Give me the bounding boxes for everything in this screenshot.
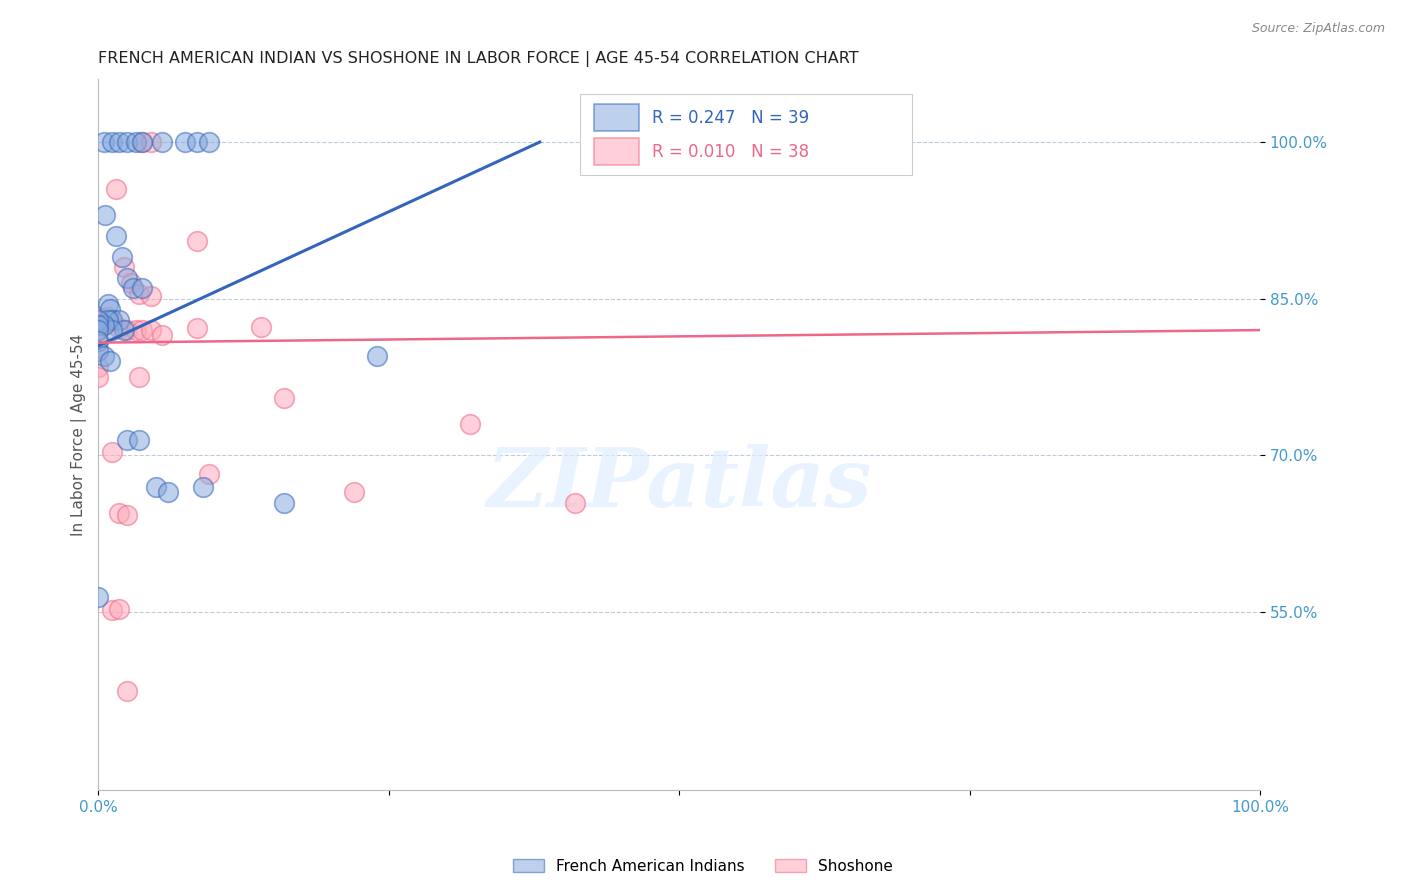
Point [87,370,110,384]
Point [87,323,110,337]
Point [97,312,120,326]
Point [87,310,110,324]
Point [145,480,167,494]
Point [87,318,110,332]
Text: Source: ZipAtlas.com: Source: ZipAtlas.com [1251,22,1385,36]
Point [87,334,110,348]
Point [93,318,115,332]
Point [101,135,124,149]
Point [97,310,120,324]
Point [128,433,150,447]
Point [87,323,110,337]
FancyBboxPatch shape [595,138,638,165]
Y-axis label: In Labor Force | Age 45-54: In Labor Force | Age 45-54 [72,334,87,536]
Point [98,354,121,368]
Point [87,318,110,332]
Point [117,433,139,447]
Point [131,281,153,295]
Point [97,297,120,311]
Point [101,445,124,459]
Point [139,288,162,302]
Point [117,323,139,337]
Point [98,302,121,317]
Point [117,271,139,285]
Point [101,312,124,326]
Point [186,321,208,335]
Point [101,312,124,326]
Point [250,320,273,334]
Point [104,229,127,244]
Point [117,508,139,522]
Point [117,135,139,149]
Point [131,323,153,337]
Point [87,344,110,359]
Point [112,323,135,337]
Point [458,417,481,431]
Point [87,359,110,374]
Text: R = 0.010   N = 38: R = 0.010 N = 38 [652,143,810,161]
Point [343,485,366,500]
Point [120,276,142,290]
Point [150,135,173,149]
Point [366,349,388,363]
Legend: French American Indians, Shoshone: French American Indians, Shoshone [508,853,898,880]
Point [108,312,131,326]
FancyBboxPatch shape [581,94,911,175]
Text: ZIPatlas: ZIPatlas [486,444,872,524]
Point [87,312,110,326]
Point [692,135,714,149]
Point [93,349,115,363]
Point [87,334,110,348]
Point [93,135,115,149]
Point [139,323,162,337]
Point [122,281,145,295]
Point [87,590,110,604]
Point [87,344,110,359]
Point [112,260,135,275]
Point [94,208,117,222]
Point [108,135,131,149]
Text: FRENCH AMERICAN INDIAN VS SHOSHONE IN LABOR FORCE | AGE 45-54 CORRELATION CHART: FRENCH AMERICAN INDIAN VS SHOSHONE IN LA… [98,51,859,67]
Point [108,506,131,520]
Point [108,602,131,616]
Point [124,135,146,149]
Point [131,135,153,149]
Point [186,135,208,149]
Point [131,135,153,149]
Point [124,323,146,337]
Point [157,485,180,500]
Point [186,235,208,249]
Point [117,683,139,698]
Point [128,370,150,384]
Point [150,328,173,343]
Point [108,321,131,335]
Text: R = 0.247   N = 39: R = 0.247 N = 39 [652,109,810,127]
Point [101,603,124,617]
Point [101,323,124,337]
Point [110,250,132,264]
Point [191,480,214,494]
Point [273,391,295,405]
Point [197,467,219,482]
Point [128,286,150,301]
Point [104,182,127,196]
Point [273,495,295,509]
Point [564,495,586,509]
Point [197,135,219,149]
FancyBboxPatch shape [595,104,638,131]
Point [139,135,162,149]
Point [174,135,197,149]
